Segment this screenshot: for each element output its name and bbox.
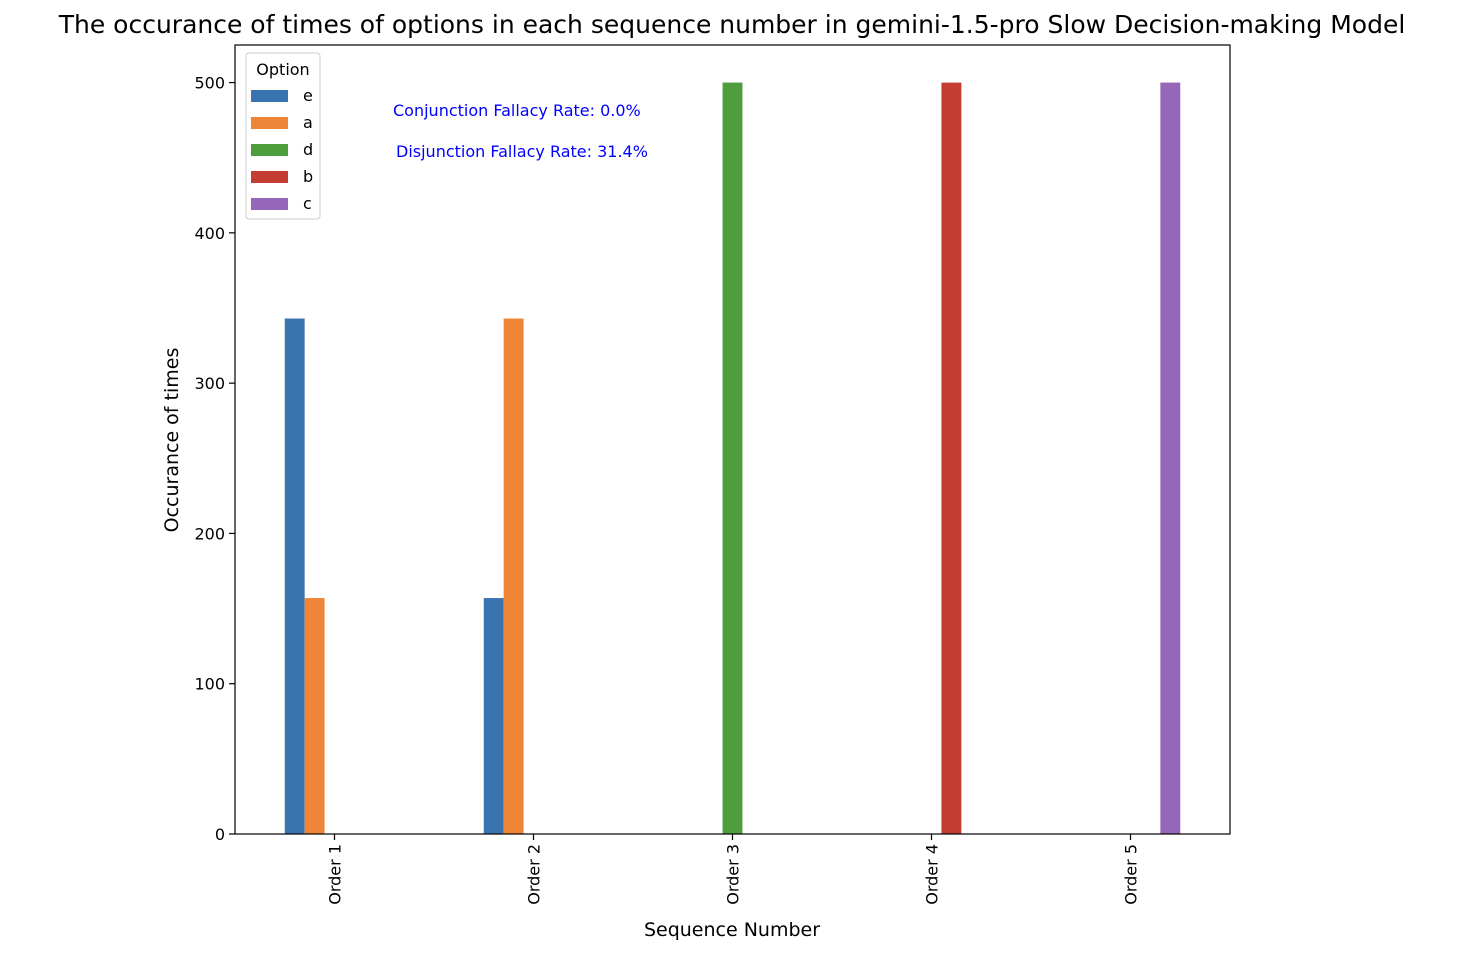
- y-axis-label: Occurance of times: [161, 348, 183, 533]
- legend-label-c: c: [303, 194, 312, 213]
- legend-swatch-e: [251, 90, 288, 102]
- x-tick-label: Order 2: [525, 844, 544, 905]
- y-tick-label: 0: [215, 825, 225, 844]
- bar-e-order-2: [483, 598, 504, 834]
- x-tick-label: Order 1: [326, 844, 345, 905]
- x-tick-label: Order 3: [724, 844, 743, 905]
- legend-label-a: a: [303, 113, 313, 132]
- legend-label-d: d: [303, 140, 313, 159]
- y-tick-label: 200: [194, 524, 225, 543]
- bar-a-order-2: [503, 318, 524, 834]
- legend-title: Option: [256, 60, 309, 79]
- x-axis: Order 1 Order 2 Order 3 Order 4 Order 5: [326, 834, 1141, 905]
- x-tick-label: Order 5: [1122, 844, 1141, 905]
- x-axis-label: Sequence Number: [644, 919, 820, 941]
- y-tick-label: 400: [194, 224, 225, 243]
- annotation-disjunction-rate: Disjunction Fallacy Rate: 31.4%: [396, 142, 648, 161]
- legend-label-b: b: [303, 167, 313, 186]
- bar-b-order-4: [941, 82, 962, 835]
- y-axis: 0 100 200 300 400 500: [194, 74, 235, 844]
- y-tick-label: 300: [194, 374, 225, 393]
- legend-swatch-b: [251, 171, 288, 183]
- legend-swatch-a: [251, 117, 288, 129]
- bar-e-order-1: [284, 318, 305, 834]
- y-tick-label: 100: [194, 675, 225, 694]
- bars-group: [284, 82, 1181, 835]
- legend-label-e: e: [303, 86, 313, 105]
- legend-swatch-d: [251, 144, 288, 156]
- bar-a-order-1: [304, 598, 325, 834]
- x-tick-label: Order 4: [923, 844, 942, 905]
- bar-d-order-3: [722, 82, 743, 835]
- annotation-conjunction-rate: Conjunction Fallacy Rate: 0.0%: [393, 101, 641, 120]
- bar-c-order-5: [1160, 82, 1181, 835]
- legend-swatch-c: [251, 198, 288, 210]
- y-tick-label: 500: [194, 74, 225, 93]
- chart-title: The occurance of times of options in eac…: [58, 10, 1406, 39]
